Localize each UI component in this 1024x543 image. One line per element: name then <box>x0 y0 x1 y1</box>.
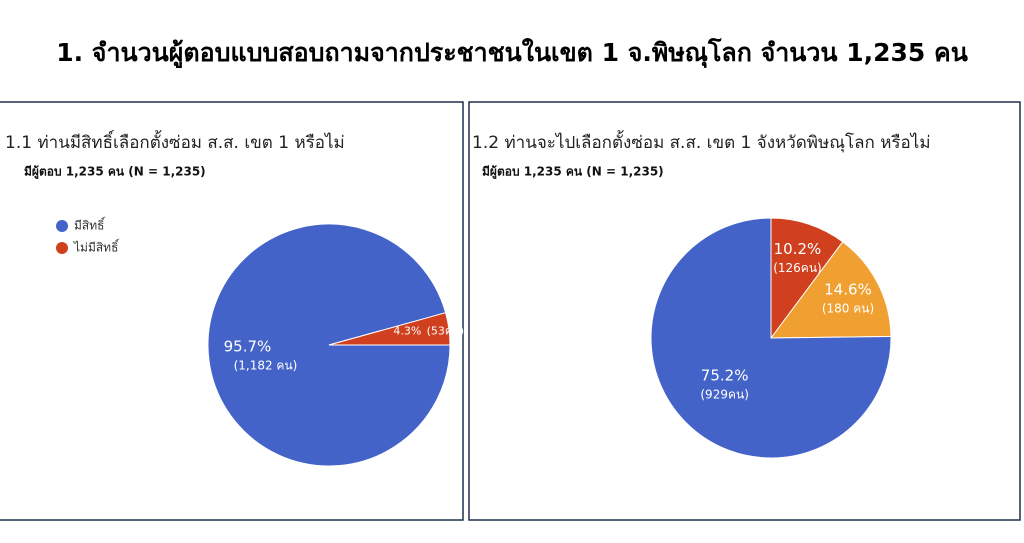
legend-label: มีสิทธิ์ <box>74 217 106 233</box>
page-title: 1. จำนวนผู้ตอบแบบสอบถามจากประชาชนในเขต 1… <box>56 37 968 69</box>
legend-swatch <box>56 242 68 254</box>
pie-slice <box>769 241 892 339</box>
value-label: 75.2% <box>701 366 749 384</box>
pie-slice <box>770 217 844 340</box>
legend-swatch <box>56 220 68 232</box>
chart-title: 1.2 ท่านจะไปเลือกตั้งซ่อม ส.ส. เขต 1 จัง… <box>472 130 931 153</box>
value-label: 14.6% <box>824 280 872 298</box>
count-label: (929คน) <box>700 387 749 401</box>
legend-label: ไม่มีสิทธิ์ <box>73 239 120 255</box>
chart-subtitle: มีผู้ตอบ 1,235 คน (N = 1,235) <box>482 165 664 180</box>
panel <box>468 101 1021 521</box>
value-label: 95.7% <box>224 338 272 356</box>
panel <box>0 101 464 521</box>
count-label: (180 คน) <box>822 301 874 315</box>
pie-slice <box>328 312 451 346</box>
value-label: 4.3% <box>393 325 421 338</box>
chart-title: 1.1 ท่านมีสิทธิ์เลือกตั้งซ่อม ส.ส. เขต 1… <box>5 130 345 153</box>
pie-slice <box>650 217 892 459</box>
value-label: 10.2% <box>774 240 822 258</box>
count-label: (53คน) <box>427 325 464 338</box>
count-label: (126คน) <box>773 261 822 275</box>
chart-subtitle: มีผู้ตอบ 1,235 คน (N = 1,235) <box>24 165 206 180</box>
count-label: (1,182 คน) <box>234 359 298 373</box>
